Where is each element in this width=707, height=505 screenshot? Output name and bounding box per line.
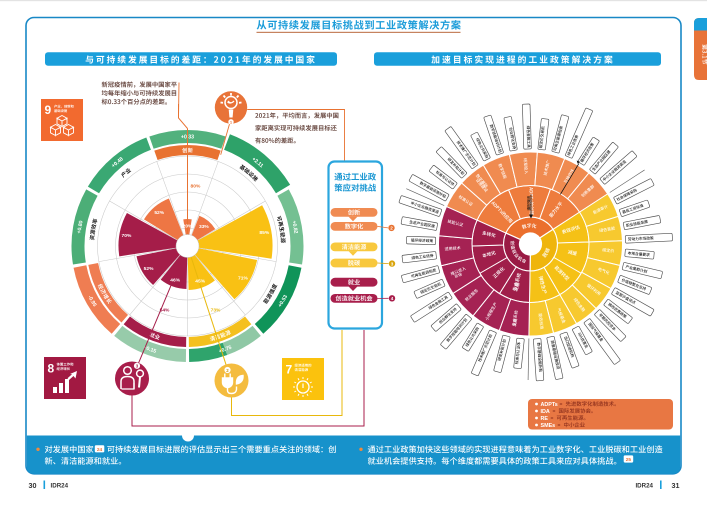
svg-text:54%: 54% [160,308,170,314]
svg-text:7: 7 [286,363,293,377]
svg-text:52%: 52% [154,210,164,216]
svg-text:IDR24: IDR24 [51,483,69,490]
svg-text:IDA: IDA [541,409,550,415]
svg-text:IDR24: IDR24 [635,483,653,490]
svg-text:4: 4 [391,296,394,301]
svg-text:52%: 52% [144,266,154,272]
svg-text:20%: 20% [183,224,193,230]
svg-text:9: 9 [45,103,52,117]
svg-text:ADPTs: ADPTs [541,402,558,408]
svg-text:25: 25 [626,457,632,463]
svg-text:80%: 80% [191,184,201,190]
svg-text:=: = [551,416,554,422]
svg-text:46%: 46% [170,278,180,284]
svg-text:RE: RE [541,416,549,422]
svg-text:8: 8 [48,362,55,376]
svg-text:SMEs: SMEs [541,423,556,429]
svg-text:=: = [553,409,556,415]
svg-text:70%: 70% [122,233,132,239]
svg-text:=: = [560,402,563,408]
svg-text:30: 30 [29,481,37,490]
svg-text:33%: 33% [199,224,209,230]
svg-text:31: 31 [672,481,680,490]
svg-text:24: 24 [97,447,103,453]
svg-text:2: 2 [390,226,393,231]
svg-text:71%: 71% [238,276,248,282]
svg-text:=: = [558,423,561,429]
svg-text:3: 3 [391,261,394,266]
svg-text:73%: 73% [211,308,221,314]
svg-text:85%: 85% [259,230,269,236]
svg-text:45%: 45% [195,278,205,284]
